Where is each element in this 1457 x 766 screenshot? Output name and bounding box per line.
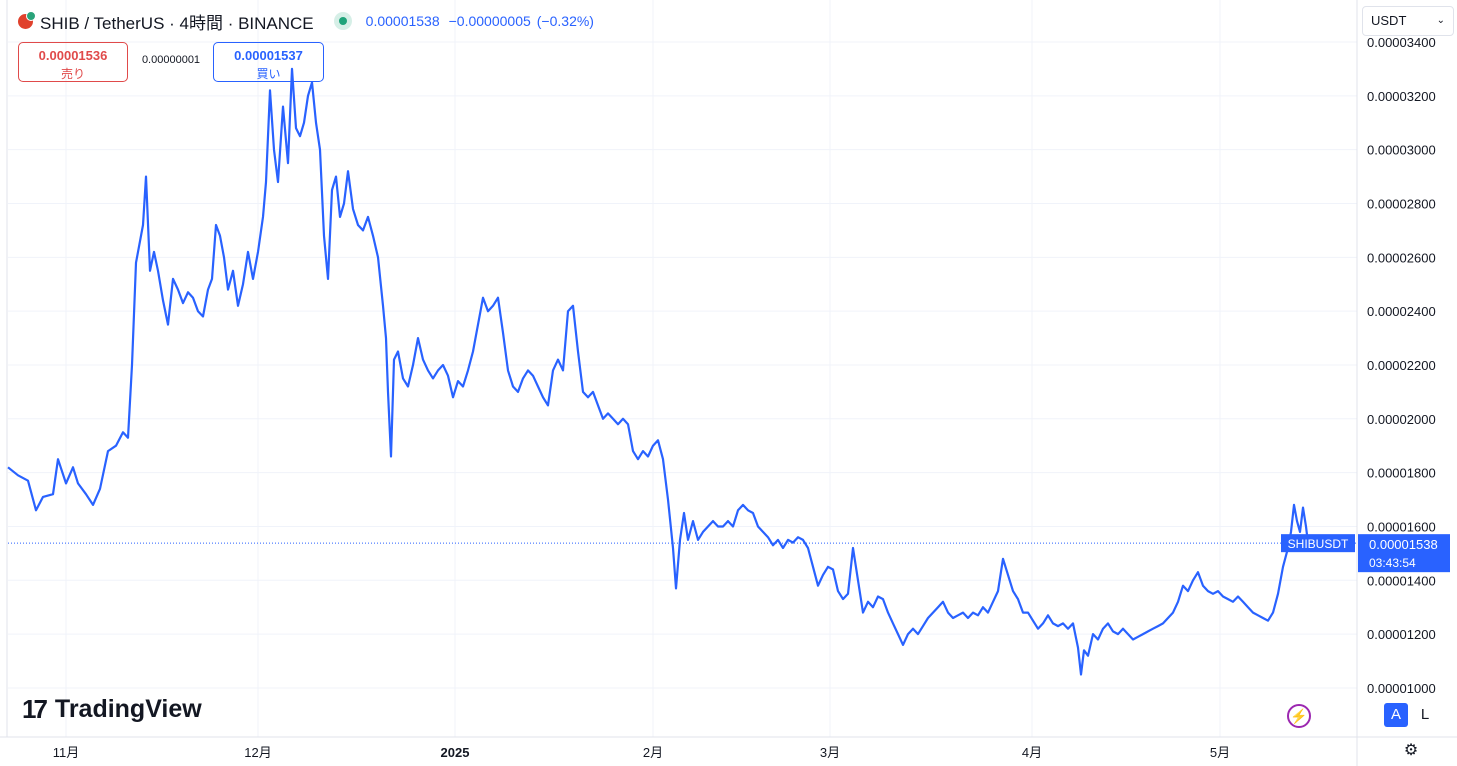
y-tick-label: 0.00002200 [1367,358,1436,373]
sell-price: 0.00001536 [38,48,108,63]
symbol-tag-label: SHIBUSDT [1288,537,1349,551]
chevron-down-icon: ⌄ [1436,15,1445,26]
price-change: −0.00000005 [448,13,531,29]
price-change-percent: (−0.32%) [536,13,594,29]
market-open-icon [333,12,352,30]
lightning-icon[interactable]: ⚡ [1287,704,1311,728]
log-scale-button[interactable]: L [1420,706,1430,723]
tradingview-wordmark: TradingView [54,695,202,723]
auto-scale-button[interactable]: A [1384,703,1408,727]
price-axis-tag-countdown: 03:43:54 [1369,556,1416,570]
y-tick-label: 0.00002600 [1367,250,1436,265]
last-price: 0.00001538 [365,13,440,29]
y-tick-label: 0.00002400 [1367,304,1436,319]
spread-value: 0.00000001 [141,54,201,66]
y-tick-label: 0.00001200 [1367,627,1436,642]
y-tick-label: 0.00003000 [1367,143,1436,158]
y-tick-label: 0.00001400 [1367,573,1436,588]
price-axis-tag [1358,534,1450,573]
y-tick-label: 0.00003400 [1367,35,1436,50]
x-tick-label: 12月 [244,745,271,760]
x-tick-label: 5月 [1210,745,1230,760]
x-tick-label: 11月 [53,745,80,760]
gear-icon[interactable]: ⚙ [1403,742,1419,759]
sell-label: 売り [60,67,85,81]
shib-logo-icon [18,10,36,29]
symbol-header: SHIB / TetherUS · 4時間 · BINANCE 0.000015… [18,8,594,34]
buy-price: 0.00001537 [234,48,303,63]
y-tick-label: 0.00001800 [1367,466,1436,481]
y-tick-label: 0.00001600 [1367,519,1436,534]
x-tick-label: 2025 [441,745,470,760]
y-tick-label: 0.00001000 [1367,681,1436,696]
symbol-title[interactable]: SHIB / TetherUS · 4時間 · BINANCE [40,13,314,33]
sell-button[interactable]: 0.00001536 売り [18,42,128,82]
buy-button[interactable]: 0.00001537 買い [213,42,324,82]
symbol-tag-box [1281,534,1355,553]
x-tick-label: 4月 [1022,745,1042,760]
tradingview-logo[interactable]: 17 TradingView [22,694,202,725]
x-tick-label: 3月 [820,745,840,760]
tradingview-mark-icon: 17 [22,694,48,724]
price-line [7,67,1310,676]
currency-select[interactable]: USDT ⌄ [1362,6,1454,36]
currency-value: USDT [1371,13,1407,28]
buy-label: 買い [256,67,281,81]
price-axis-tag-value: 0.00001538 [1369,537,1438,552]
y-tick-label: 0.00003200 [1367,89,1436,104]
x-tick-label: 2月 [643,745,663,760]
y-tick-label: 0.00002800 [1367,196,1436,211]
y-tick-label: 0.00002000 [1367,412,1436,427]
